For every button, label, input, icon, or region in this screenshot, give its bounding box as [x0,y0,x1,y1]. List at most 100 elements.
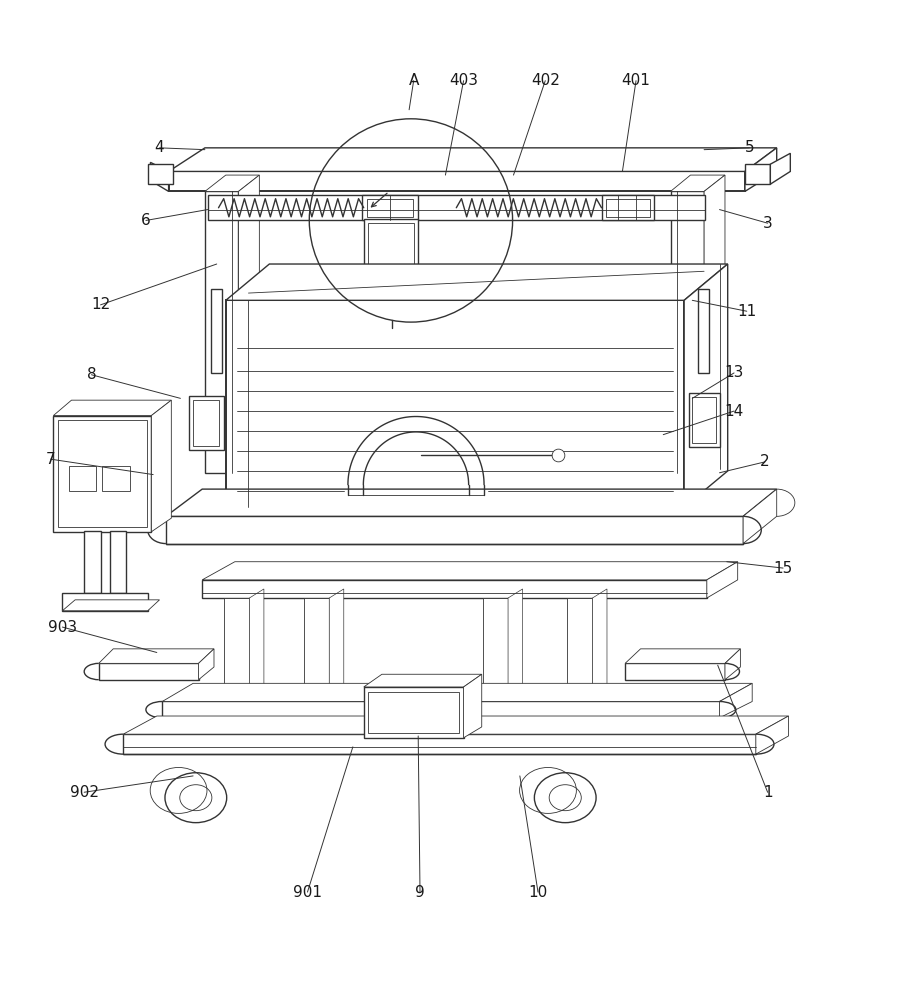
Ellipse shape [534,773,596,823]
Text: 7: 7 [45,452,55,467]
Bar [606,199,650,217]
Polygon shape [720,683,752,718]
Polygon shape [464,674,482,738]
Text: 8: 8 [86,367,96,382]
Polygon shape [151,162,168,191]
Text: 5: 5 [744,140,754,155]
Polygon shape [745,148,776,191]
Bar [148,164,173,184]
Text: 3: 3 [763,216,773,231]
Polygon shape [198,649,214,680]
Text: 12: 12 [91,297,110,312]
Polygon shape [202,580,707,598]
Polygon shape [684,264,728,507]
Polygon shape [770,153,790,184]
Polygon shape [508,589,523,716]
Polygon shape [54,400,171,416]
Text: 11: 11 [737,304,756,319]
Polygon shape [364,674,482,687]
Bar [54,416,152,532]
Bar [110,531,126,593]
Bar [602,195,654,220]
Bar [371,320,413,332]
Bar [689,393,721,447]
Ellipse shape [180,785,212,811]
Polygon shape [63,593,148,611]
Bar [103,466,130,491]
Polygon shape [483,598,508,716]
Bar [362,195,418,220]
Polygon shape [755,716,788,754]
Polygon shape [202,562,738,580]
Text: 6: 6 [141,213,151,228]
Polygon shape [63,600,159,611]
Polygon shape [168,171,745,191]
Polygon shape [124,734,755,754]
Polygon shape [304,598,329,716]
Polygon shape [249,589,264,716]
Polygon shape [152,400,171,532]
Polygon shape [205,175,259,191]
Polygon shape [99,663,198,680]
Bar [380,300,404,320]
Polygon shape [225,264,728,300]
Ellipse shape [549,785,581,811]
Polygon shape [162,701,720,718]
Polygon shape [744,489,776,544]
Polygon shape [238,175,259,473]
Text: 901: 901 [293,885,322,900]
Bar [745,164,770,184]
Bar [353,273,429,302]
Polygon shape [205,191,238,473]
Polygon shape [99,649,214,663]
Polygon shape [671,191,704,473]
Text: 902: 902 [70,785,99,800]
Bar [189,396,224,450]
Text: 401: 401 [622,73,651,88]
Bar [364,219,418,275]
Polygon shape [625,649,741,663]
Text: 4: 4 [155,140,165,155]
Text: 9: 9 [415,885,425,900]
Circle shape [552,449,564,462]
Bar [193,400,218,446]
Polygon shape [224,598,249,716]
Polygon shape [593,589,607,716]
Text: 14: 14 [724,404,744,419]
Polygon shape [707,562,738,598]
Polygon shape [225,300,684,507]
Bar [69,466,96,491]
Polygon shape [165,516,744,544]
Text: 13: 13 [724,365,744,380]
Polygon shape [162,683,752,701]
Bar [357,278,425,298]
Polygon shape [625,663,725,680]
Bar [368,223,414,270]
Bar [367,199,413,217]
Polygon shape [329,589,344,716]
Polygon shape [704,175,725,473]
Polygon shape [725,649,741,680]
Polygon shape [671,175,725,191]
Text: 403: 403 [449,73,478,88]
Polygon shape [168,148,776,171]
Bar [58,420,147,527]
Text: A: A [408,73,419,88]
Text: 2: 2 [760,454,770,469]
Bar [698,289,709,373]
Bar [693,397,716,443]
Bar [207,195,705,220]
Bar [368,692,459,733]
Text: 1: 1 [763,785,773,800]
Polygon shape [165,489,776,516]
Text: 402: 402 [531,73,560,88]
Ellipse shape [165,773,226,823]
Polygon shape [567,598,593,716]
Bar [85,531,101,593]
Bar [211,289,222,373]
Text: 903: 903 [48,620,77,635]
Text: 10: 10 [528,885,547,900]
Polygon shape [124,716,788,734]
Bar [364,687,464,738]
Text: 15: 15 [774,561,793,576]
